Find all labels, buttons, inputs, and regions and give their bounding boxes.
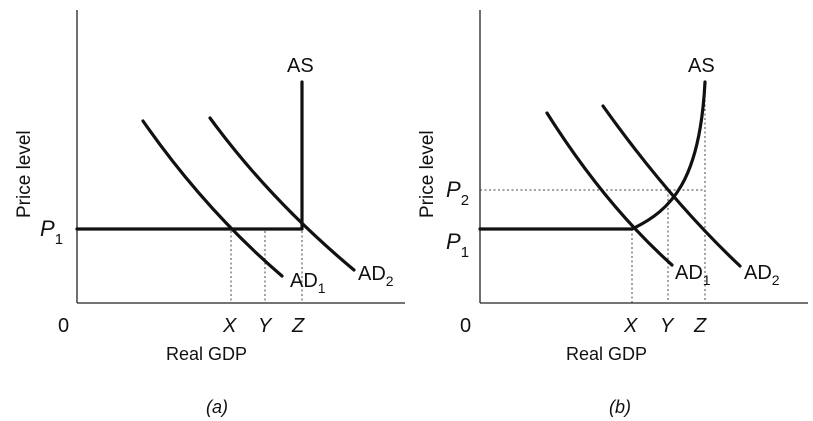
panel-b-as-label: AS [688, 55, 715, 77]
panel-a-y-axis-label: Price level [14, 130, 35, 218]
panel-a-quantity-y: Y [258, 315, 273, 337]
panel-b: AS AD1 AD2 P2 P1 Price level 0 X Y Z Rea… [417, 10, 808, 417]
panel-b-ad2-label: AD2 [744, 262, 780, 288]
panel-a-ad2-label: AD2 [358, 263, 394, 289]
panel-a-price-label-p1: P1 [40, 216, 63, 248]
panel-b-price-label-p1: P1 [446, 229, 469, 261]
panel-b-price-label-p2: P2 [446, 177, 469, 209]
panel-a-ad1-label: AD1 [290, 270, 326, 296]
panel-b-quantity-x: X [623, 315, 638, 337]
panel-b-quantity-y: Y [660, 315, 675, 337]
panel-a-quantity-x: X [222, 315, 237, 337]
panel-b-ad1-curve [545, 111, 674, 267]
panel-a-origin-label: 0 [58, 315, 69, 337]
panel-a-as-label: AS [287, 55, 314, 77]
panel-b-quantity-z: Z [693, 315, 707, 337]
panel-a-x-axis-label: Real GDP [166, 344, 247, 364]
panel-b-y-axis-label: Price level [417, 130, 438, 218]
panel-a-quantity-z: Z [291, 315, 305, 337]
panel-a-as-curve [75, 80, 304, 231]
panel-b-ad1-label: AD1 [675, 262, 711, 288]
panel-b-origin-label: 0 [460, 315, 471, 337]
panel-b-x-axis-label: Real GDP [566, 344, 647, 364]
panel-b-caption: (b) [609, 397, 631, 417]
panel-b-as-curve [478, 80, 707, 231]
panel-a-ad2-curve [208, 116, 356, 272]
panel-a-ad1-curve [141, 119, 284, 278]
panel-b-ad2-curve [601, 104, 742, 268]
panel-a: AS AD1 AD2 P1 Price level 0 X Y Z Real G… [14, 10, 405, 417]
panel-a-caption: (a) [206, 397, 228, 417]
